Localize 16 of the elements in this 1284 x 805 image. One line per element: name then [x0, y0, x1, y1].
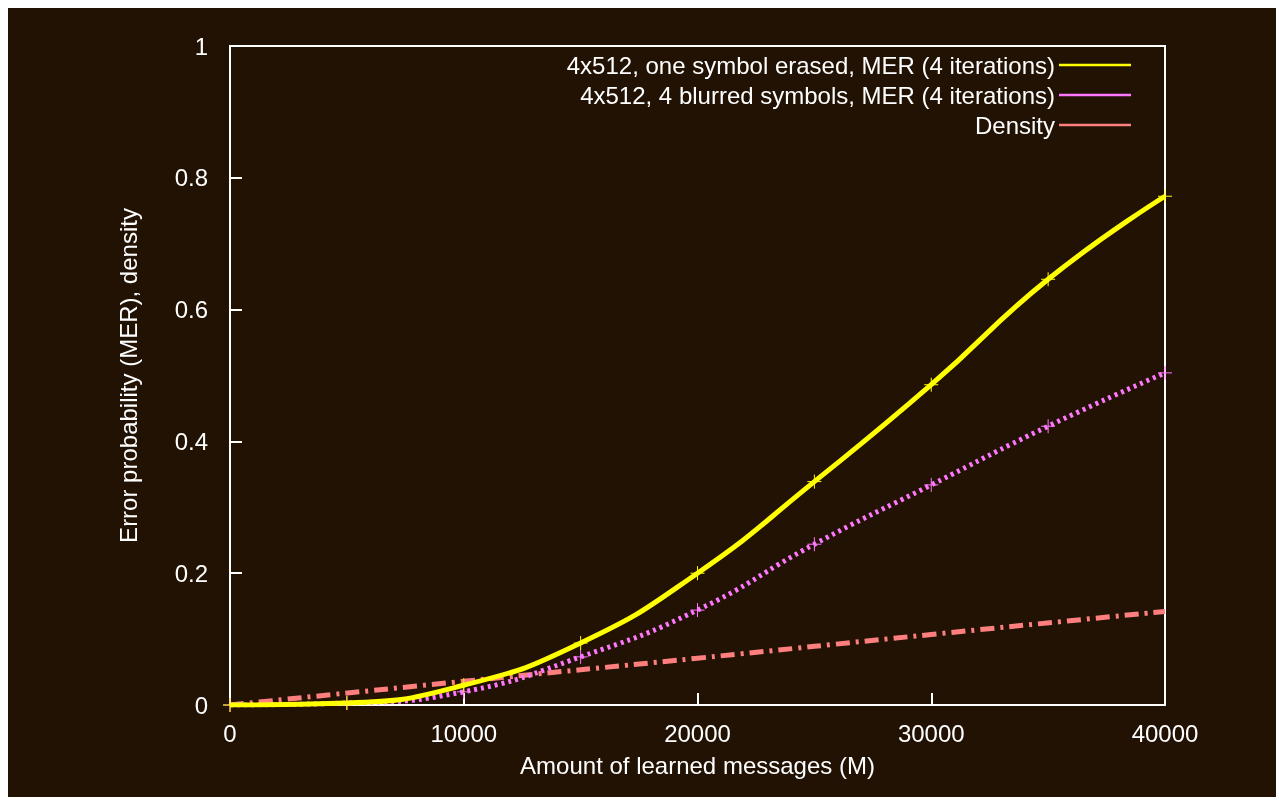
legend-label: 4x512, 4 blurred symbols, MER (4 iterations) [580, 81, 1055, 109]
y-tick-label: 1 [194, 32, 208, 60]
y-axis-title: Error probability (MER), density [114, 208, 142, 543]
x-tick-label: 30000 [897, 719, 965, 747]
y-tick-label: 0.2 [174, 559, 208, 587]
x-tick-label: 10000 [430, 719, 498, 747]
x-tick-label: 0 [223, 719, 237, 747]
y-tick-label: 0 [194, 691, 208, 719]
x-axis-title: Amount of learned messages (M) [520, 751, 875, 779]
y-tick-label: 0.4 [174, 427, 208, 455]
legend-label: 4x512, one symbol erased, MER (4 iterations) [566, 51, 1055, 79]
y-tick-label: 0.6 [174, 296, 208, 324]
y-tick-label: 0.8 [174, 164, 208, 192]
x-tick-label: 20000 [664, 719, 731, 747]
legend-label: Density [974, 111, 1055, 139]
x-tick-label: 40000 [1131, 719, 1199, 747]
